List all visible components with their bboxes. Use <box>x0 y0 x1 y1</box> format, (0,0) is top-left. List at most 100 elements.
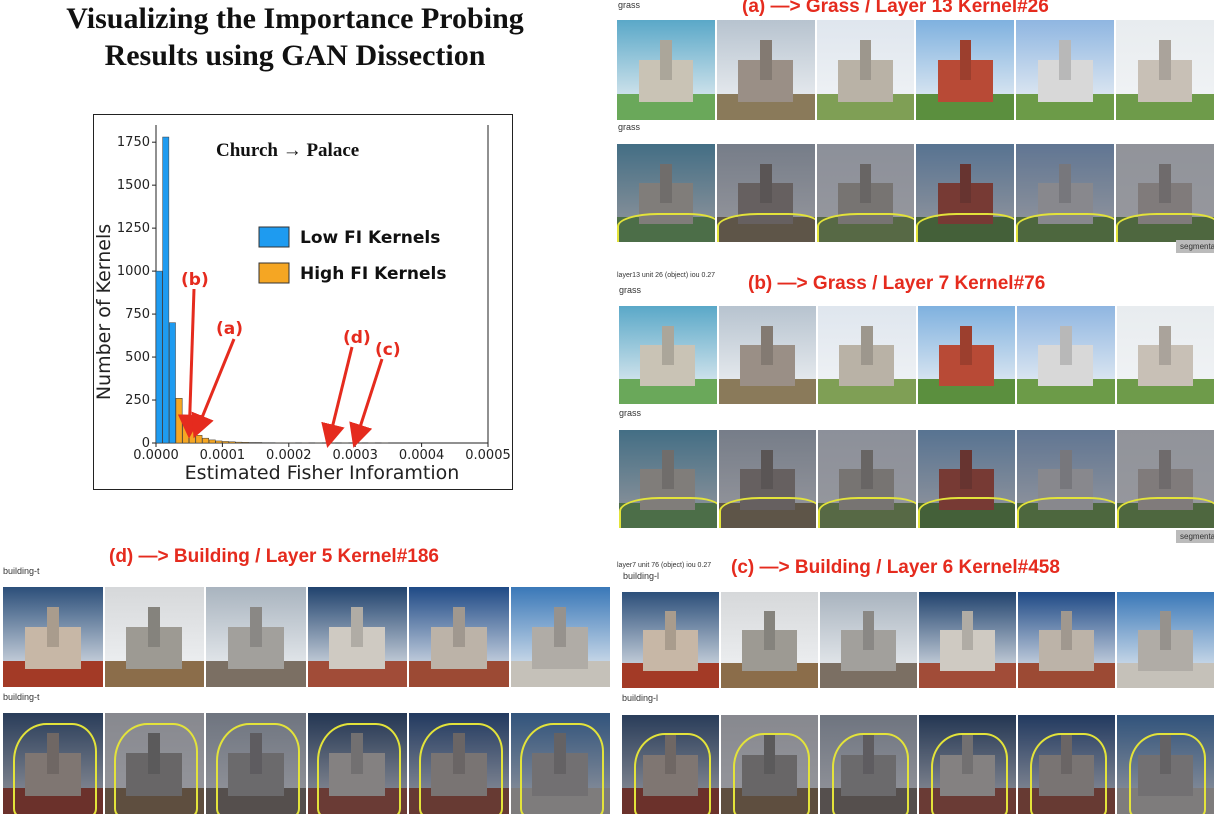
x-tick-label: 0.0002 <box>266 448 312 463</box>
high-fi-bar <box>242 442 249 444</box>
photo-tile <box>1016 20 1115 120</box>
panel-b-image-row <box>619 306 1214 404</box>
photo-tile <box>510 587 610 687</box>
annotation-arrow <box>177 288 202 439</box>
x-tick-label: 0.0005 <box>465 448 511 463</box>
tile-tower <box>959 40 972 80</box>
y-tick-label: 0 <box>142 436 150 451</box>
tile-tower <box>960 325 973 365</box>
segmentation-outline <box>619 496 717 528</box>
tile-tower <box>961 734 974 775</box>
tile-tower <box>148 607 161 647</box>
panel-c-mid-label: building-l <box>622 693 659 703</box>
segmentation-outline <box>1017 496 1115 528</box>
photo-tile <box>919 592 1016 688</box>
tile-tower <box>1159 163 1171 203</box>
segmentation-outline <box>716 212 815 242</box>
chart-annotation-title: Church → Palace <box>216 140 359 161</box>
tile-tower <box>664 611 677 650</box>
panel-d-segmentation-row <box>3 713 610 814</box>
photo-tile <box>1117 715 1214 814</box>
tile-tower <box>1159 611 1172 650</box>
y-tick-label: 750 <box>125 307 150 322</box>
x-tick-label: 0.0004 <box>399 448 445 463</box>
tile-tower <box>1059 325 1072 365</box>
photo-tile <box>619 306 717 404</box>
photo-tile <box>1117 592 1214 688</box>
high-fi-bar <box>228 441 236 444</box>
photo-tile <box>718 306 816 404</box>
panel-a-top-label: grass <box>618 0 641 10</box>
panel-a-segmentation-tag: segmentation <box>1176 240 1214 253</box>
low-fi-bar <box>155 270 163 444</box>
arrow-label: (a) <box>216 319 243 339</box>
tile-tower <box>859 163 872 203</box>
panel-d-title: (d) —> Building / Layer 5 Kernel#186 <box>109 546 439 567</box>
panel-c-image-row <box>622 592 1214 688</box>
photo-tile <box>917 430 1015 528</box>
segmentation-outline <box>818 496 916 528</box>
y-tick-label: 1250 <box>117 221 150 236</box>
tile-tower <box>860 325 873 365</box>
tile-tower <box>862 611 875 650</box>
photo-tile <box>3 713 103 814</box>
panel-a-segmentation-row <box>617 144 1214 242</box>
high-fi-bar <box>248 442 256 444</box>
panel-a-image-row <box>617 20 1214 120</box>
tile-tower <box>452 733 465 774</box>
segmentation-outline <box>1016 212 1115 242</box>
photo-tile <box>818 306 916 404</box>
figure-title: Visualizing the Importance Probing Resul… <box>66 2 524 72</box>
annotation-arrow <box>349 358 384 448</box>
y-tick-label: 1750 <box>117 135 150 150</box>
panel-c-top-label: building-l <box>623 571 660 581</box>
photo-tile <box>818 430 916 528</box>
tile-tower <box>660 40 672 80</box>
photo-tile <box>617 20 715 120</box>
photo-tile <box>820 715 917 814</box>
tile-tower <box>1059 449 1072 489</box>
panel-d-image-row <box>3 587 610 687</box>
high-fi-bar <box>235 441 243 444</box>
segmentation-outline <box>916 212 1015 242</box>
photo-tile <box>409 713 509 814</box>
photo-tile <box>1017 430 1115 528</box>
photo-tile <box>1016 144 1115 242</box>
photo-tile <box>1116 430 1214 528</box>
photo-tile <box>919 715 1016 814</box>
segmentation-outline <box>1116 212 1214 242</box>
segmentation-outline <box>1128 732 1207 814</box>
photo-tile <box>617 144 715 242</box>
panel-c-header-small: layer7 unit 76 (object) iou 0.27 <box>617 562 712 569</box>
photo-tile <box>816 144 915 242</box>
tile-tower <box>763 611 776 650</box>
segmentation-outline <box>317 723 402 814</box>
annotation-arrow <box>191 338 236 439</box>
segmentation-outline <box>215 723 300 814</box>
tile-tower <box>961 611 974 650</box>
tile-tower <box>862 734 875 775</box>
tile-tower <box>664 734 677 775</box>
segmentation-outline <box>12 723 97 814</box>
y-tick-label: 1500 <box>117 178 150 193</box>
photo-tile <box>716 144 815 242</box>
low-fi-bar <box>162 136 170 444</box>
tile-tower <box>46 733 59 774</box>
tile-tower <box>351 733 364 774</box>
tile-tower <box>661 325 674 365</box>
panel-c-title: (c) —> Building / Layer 6 Kernel#458 <box>731 557 1060 578</box>
photo-tile <box>104 713 204 814</box>
photo-tile <box>916 144 1015 242</box>
tile-tower <box>1159 734 1172 775</box>
tile-tower <box>452 607 465 647</box>
legend-label: High FI Kernels <box>300 264 446 284</box>
segmentation-outline <box>633 732 712 814</box>
segmentation-outline <box>930 732 1009 814</box>
tile-tower <box>554 733 567 774</box>
panel-b-segmentation-tag: segmentation <box>1176 530 1214 543</box>
segmentation-outline <box>831 732 910 814</box>
tile-tower <box>1060 611 1073 650</box>
tile-tower <box>46 607 59 647</box>
high-fi-bar <box>215 440 223 444</box>
photo-tile <box>1116 20 1214 120</box>
